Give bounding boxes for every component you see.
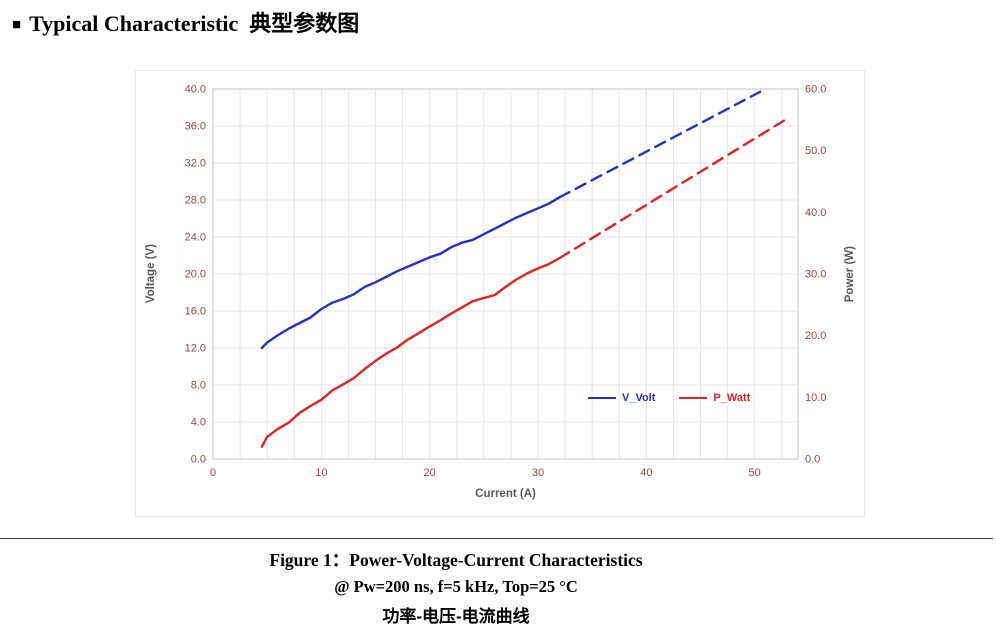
x-tick-label: 10 bbox=[315, 467, 327, 479]
series-solid-V_Volt bbox=[260, 195, 561, 350]
y-left-tick-label: 24.0 bbox=[185, 232, 206, 244]
pvi-chart: 0 10 20 30 40 50 0.0 4.0 8.0 12.0 16.0 20.0 24.0 28.0… bbox=[135, 70, 865, 517]
x-tick-label: 40 bbox=[640, 467, 652, 479]
y-right-tick-label: 40.0 bbox=[805, 207, 826, 219]
y-right-tick-label: 10.0 bbox=[805, 392, 826, 404]
legend-label-v-volt: V_Volt bbox=[622, 392, 656, 404]
chart-plot-area: 0 10 20 30 40 50 0.0 4.0 8.0 12.0 16.0 20.0 24.0 28.0… bbox=[185, 84, 827, 480]
x-tick-label: 20 bbox=[424, 467, 436, 479]
y-left-tick-label: 16.0 bbox=[185, 306, 206, 318]
x-tick-label: 30 bbox=[532, 467, 544, 479]
p-watt-line-swatch bbox=[679, 397, 708, 399]
x-tick-label: 0 bbox=[210, 467, 216, 479]
y-left-tick-label: 40.0 bbox=[185, 84, 206, 96]
square-bullet-icon: ■ bbox=[12, 17, 22, 33]
y-right-tick-label: 60.0 bbox=[805, 84, 826, 96]
page-title: ■ Typical Characteristic 典型参数图 bbox=[12, 6, 359, 38]
y-right-tick-label: 20.0 bbox=[805, 330, 826, 342]
y-right-tick-label: 0.0 bbox=[805, 454, 820, 466]
legend-label-p-watt: P_Watt bbox=[713, 392, 751, 404]
x-tick-label: 50 bbox=[749, 467, 761, 479]
y-right-tick-label: 30.0 bbox=[805, 269, 826, 281]
figure-caption-title: Figure 1：Power-Voltage-Current Character… bbox=[269, 550, 643, 570]
y-right-tick-label: 50.0 bbox=[805, 145, 826, 157]
y-left-tick-label: 0.0 bbox=[191, 454, 206, 466]
y-left-tick-label: 28.0 bbox=[185, 195, 206, 207]
figure-caption-chinese: 功率-电压-电流曲线 bbox=[382, 607, 530, 626]
x-axis-title: Current (A) bbox=[475, 488, 536, 500]
series-dashed-V_Volt bbox=[558, 90, 762, 199]
page-title-text: Typical Characteristic 典型参数图 bbox=[29, 11, 360, 36]
y-left-tick-label: 32.0 bbox=[185, 158, 206, 170]
y-left-tick-label: 8.0 bbox=[191, 380, 206, 392]
series-solid-P_Watt bbox=[260, 256, 561, 448]
v-volt-line-swatch bbox=[588, 397, 616, 399]
legend-item-v-volt: V_Volt bbox=[588, 392, 655, 404]
series-dashed-P_Watt bbox=[558, 117, 789, 260]
right-axis-title: Power (W) bbox=[844, 245, 856, 303]
legend-item-p-watt: P_Watt bbox=[679, 392, 750, 404]
left-axis-title: Voltage (V) bbox=[145, 244, 157, 304]
figure-caption-conditions: @ Pw=200 ns, f=5 kHz, Top=25 °C bbox=[334, 577, 578, 596]
chart-legend: V_Volt P_Watt bbox=[588, 392, 750, 404]
y-left-tick-label: 20.0 bbox=[185, 269, 206, 281]
caption-divider-line bbox=[0, 538, 993, 539]
plot-border bbox=[212, 88, 799, 460]
y-left-tick-label: 4.0 bbox=[191, 417, 206, 429]
y-left-tick-label: 12.0 bbox=[185, 343, 206, 355]
figure-caption: Figure 1：Power-Voltage-Current Character… bbox=[0, 547, 912, 627]
y-left-tick-label: 36.0 bbox=[185, 121, 206, 133]
